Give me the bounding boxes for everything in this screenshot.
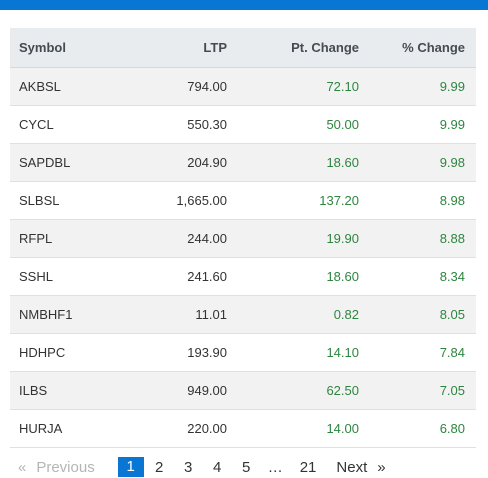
column-header-pct-change[interactable]: % Change	[369, 28, 476, 68]
cell-pt-change: 18.60	[237, 257, 369, 296]
cell-ltp: 794.00	[125, 67, 237, 106]
table-row[interactable]: SAPDBL 204.90 18.60 9.98	[10, 143, 476, 182]
cell-symbol[interactable]: HDHPC	[10, 333, 125, 372]
cell-ltp: 193.90	[125, 333, 237, 372]
cell-ltp: 1,665.00	[125, 181, 237, 220]
cell-ltp: 550.30	[125, 105, 237, 144]
double-chevron-left-icon: «	[18, 458, 27, 476]
cell-symbol[interactable]: SAPDBL	[10, 143, 125, 182]
column-header-ltp[interactable]: LTP	[125, 28, 237, 68]
cell-symbol[interactable]: AKBSL	[10, 67, 125, 106]
cell-ltp: 244.00	[125, 219, 237, 258]
table-row[interactable]: AKBSL 794.00 72.10 9.99	[10, 67, 476, 106]
cell-pct-change: 9.98	[369, 143, 476, 182]
page-1-button-active[interactable]: 1	[117, 457, 144, 477]
cell-pct-change: 9.99	[369, 67, 476, 106]
cell-pt-change: 14.10	[237, 333, 369, 372]
cell-symbol[interactable]: NMBHF1	[10, 295, 125, 334]
pagination-previous[interactable]: « Previous	[18, 459, 95, 476]
cell-ltp: 949.00	[125, 371, 237, 410]
cell-symbol[interactable]: RFPL	[10, 219, 125, 258]
cell-pct-change: 7.05	[369, 371, 476, 410]
cell-symbol[interactable]: ILBS	[10, 371, 125, 410]
cell-pt-change: 72.10	[237, 67, 369, 106]
cell-pt-change: 137.20	[237, 181, 369, 220]
table-header-row: Symbol LTP Pt. Change % Change	[10, 28, 476, 68]
cell-ltp: 241.60	[125, 257, 237, 296]
page-4-button[interactable]: 4	[213, 458, 222, 476]
cell-pct-change: 7.84	[369, 333, 476, 372]
cell-symbol[interactable]: CYCL	[10, 105, 125, 144]
pagination-next[interactable]: Next »	[336, 459, 385, 476]
cell-pt-change: 50.00	[237, 105, 369, 144]
table-row[interactable]: SLBSL 1,665.00 137.20 8.98	[10, 181, 476, 220]
pagination-ellipsis: …	[267, 458, 283, 476]
cell-pct-change: 6.80	[369, 409, 476, 448]
cell-pct-change: 8.34	[369, 257, 476, 296]
cell-pct-change: 8.88	[369, 219, 476, 258]
double-chevron-right-icon: »	[377, 458, 386, 476]
cell-pt-change: 19.90	[237, 219, 369, 258]
gainers-table: Symbol LTP Pt. Change % Change AKBSL 794.…	[10, 28, 476, 448]
previous-label: Previous	[36, 458, 95, 476]
cell-pct-change: 9.99	[369, 105, 476, 144]
top-accent-bar	[0, 0, 488, 10]
table-row[interactable]: SSHL 241.60 18.60 8.34	[10, 257, 476, 296]
next-label: Next	[336, 458, 368, 476]
cell-pt-change: 18.60	[237, 143, 369, 182]
page-3-button[interactable]: 3	[184, 458, 193, 476]
gainers-table-container: Symbol LTP Pt. Change % Change AKBSL 794.…	[10, 28, 476, 448]
page-5-button[interactable]: 5	[242, 458, 251, 476]
cell-pct-change: 8.98	[369, 181, 476, 220]
cell-ltp: 204.90	[125, 143, 237, 182]
page-21-button[interactable]: 21	[299, 458, 317, 476]
table-row[interactable]: HDHPC 193.90 14.10 7.84	[10, 333, 476, 372]
table-row[interactable]: HURJA 220.00 14.00 6.80	[10, 409, 476, 448]
table-body: AKBSL 794.00 72.10 9.99 CYCL 550.30 50.00 9.99 S…	[10, 67, 476, 448]
page-2-button[interactable]: 2	[155, 458, 164, 476]
cell-symbol[interactable]: SLBSL	[10, 181, 125, 220]
cell-ltp: 220.00	[125, 409, 237, 448]
table-row[interactable]: CYCL 550.30 50.00 9.99	[10, 105, 476, 144]
table-row[interactable]: ILBS 949.00 62.50 7.05	[10, 371, 476, 410]
pagination: « Previous 1 2 3 4 5 … 21 Next »	[18, 456, 386, 478]
cell-pct-change: 8.05	[369, 295, 476, 334]
cell-symbol[interactable]: SSHL	[10, 257, 125, 296]
column-header-pt-change[interactable]: Pt. Change	[237, 28, 369, 68]
cell-ltp: 11.01	[125, 295, 237, 334]
cell-pt-change: 14.00	[237, 409, 369, 448]
table-row[interactable]: NMBHF1 11.01 0.82 8.05	[10, 295, 476, 334]
cell-pt-change: 0.82	[237, 295, 369, 334]
column-header-symbol[interactable]: Symbol	[10, 28, 125, 68]
cell-pt-change: 62.50	[237, 371, 369, 410]
cell-symbol[interactable]: HURJA	[10, 409, 125, 448]
table-row[interactable]: RFPL 244.00 19.90 8.88	[10, 219, 476, 258]
